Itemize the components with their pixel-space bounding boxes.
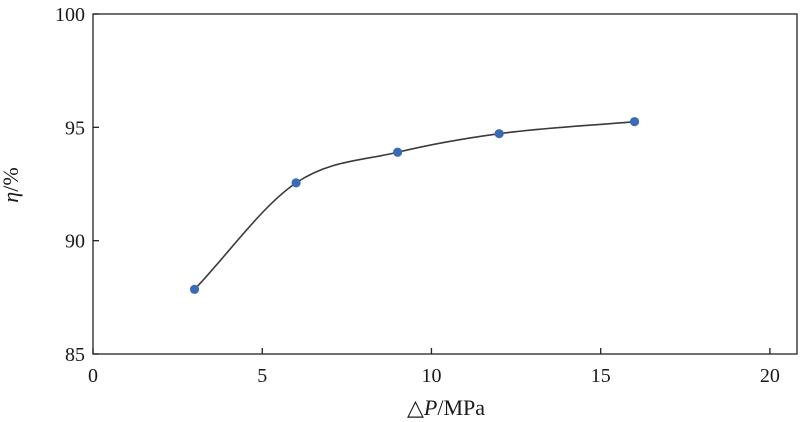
y-tick-label: 85	[65, 344, 85, 366]
x-tick-label: 10	[421, 365, 441, 387]
x-axis-label-unit: /MPa	[437, 395, 485, 420]
data-point	[629, 117, 640, 127]
data-point	[291, 178, 301, 188]
y-tick-label: 90	[65, 231, 85, 253]
y-tick-label: 95	[65, 117, 85, 139]
x-tick-label: 20	[760, 365, 780, 387]
data-point	[494, 129, 504, 139]
y-axis-label-variable: η	[0, 192, 23, 203]
y-tick-label: 100	[55, 4, 85, 26]
x-axis-label-prefix: △	[407, 395, 424, 420]
y-axis-label: η/%	[0, 167, 23, 202]
plot-area: 0 5 10 15 20 85 90 95 100	[55, 4, 798, 387]
x-tick-label: 15	[591, 365, 611, 387]
series-line	[193, 120, 635, 290]
y-axis-label-unit: /%	[0, 167, 23, 191]
x-tick-label: 5	[257, 365, 267, 387]
data-point	[189, 284, 200, 294]
x-axis-label: △P/MPa	[407, 395, 485, 420]
data-point	[393, 147, 403, 157]
x-axis-label-variable: P	[423, 395, 437, 420]
plot-frame	[92, 13, 798, 355]
x-tick-label: 0	[88, 365, 98, 387]
